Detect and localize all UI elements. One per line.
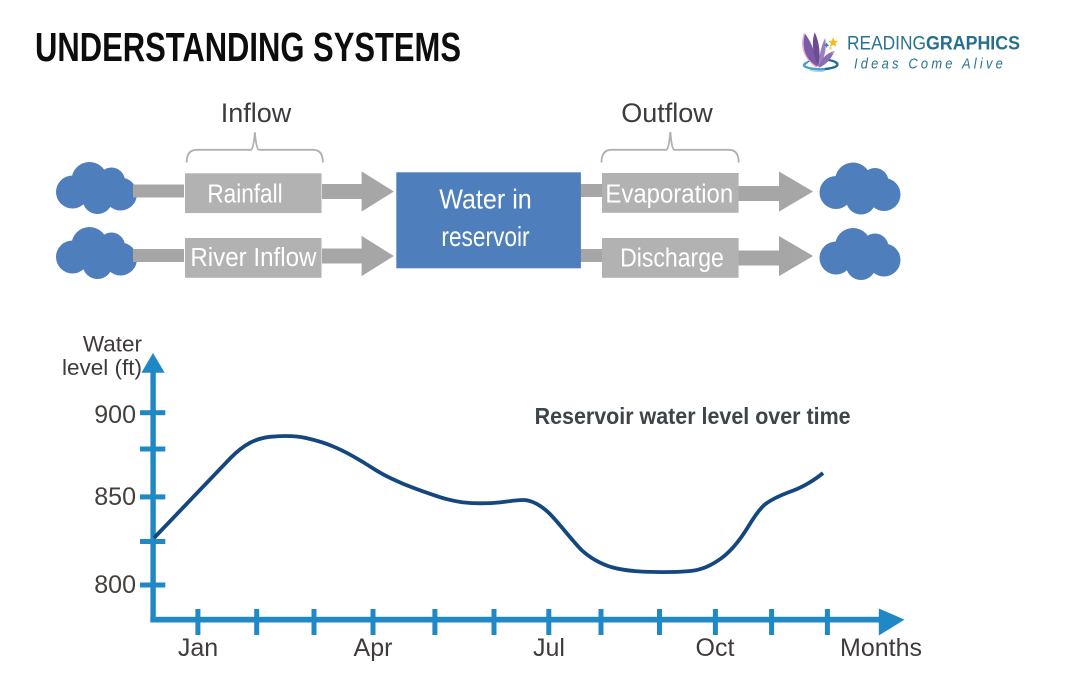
svg-text:level (ft): level (ft) bbox=[62, 355, 142, 380]
svg-text:reservoir: reservoir bbox=[441, 221, 529, 252]
svg-text:Reservoir water level over tim: Reservoir water level over time bbox=[535, 403, 851, 429]
svg-text:GRAPHICS: GRAPHICS bbox=[926, 33, 1020, 55]
svg-text:800: 800 bbox=[94, 571, 136, 599]
svg-text:Evaporation: Evaporation bbox=[605, 180, 733, 208]
svg-text:Water in: Water in bbox=[439, 184, 532, 215]
svg-text:Water: Water bbox=[83, 332, 143, 357]
svg-text:Apr: Apr bbox=[354, 634, 393, 662]
svg-text:Jan: Jan bbox=[178, 634, 218, 662]
svg-text:Oct: Oct bbox=[696, 634, 735, 662]
svg-text:Inflow: Inflow bbox=[221, 98, 292, 128]
svg-text:River Inflow: River Inflow bbox=[190, 244, 317, 272]
svg-text:Ideas Come Alive: Ideas Come Alive bbox=[854, 57, 1006, 73]
svg-text:READING: READING bbox=[847, 33, 926, 55]
svg-text:900: 900 bbox=[94, 401, 136, 429]
svg-text:UNDERSTANDING SYSTEMS: UNDERSTANDING SYSTEMS bbox=[35, 24, 461, 70]
svg-text:Outflow: Outflow bbox=[621, 98, 713, 128]
svg-text:Months: Months bbox=[840, 634, 922, 662]
svg-text:850: 850 bbox=[94, 483, 136, 511]
svg-text:Discharge: Discharge bbox=[620, 245, 724, 273]
svg-text:Jul: Jul bbox=[533, 634, 565, 662]
svg-text:Rainfall: Rainfall bbox=[207, 180, 282, 208]
